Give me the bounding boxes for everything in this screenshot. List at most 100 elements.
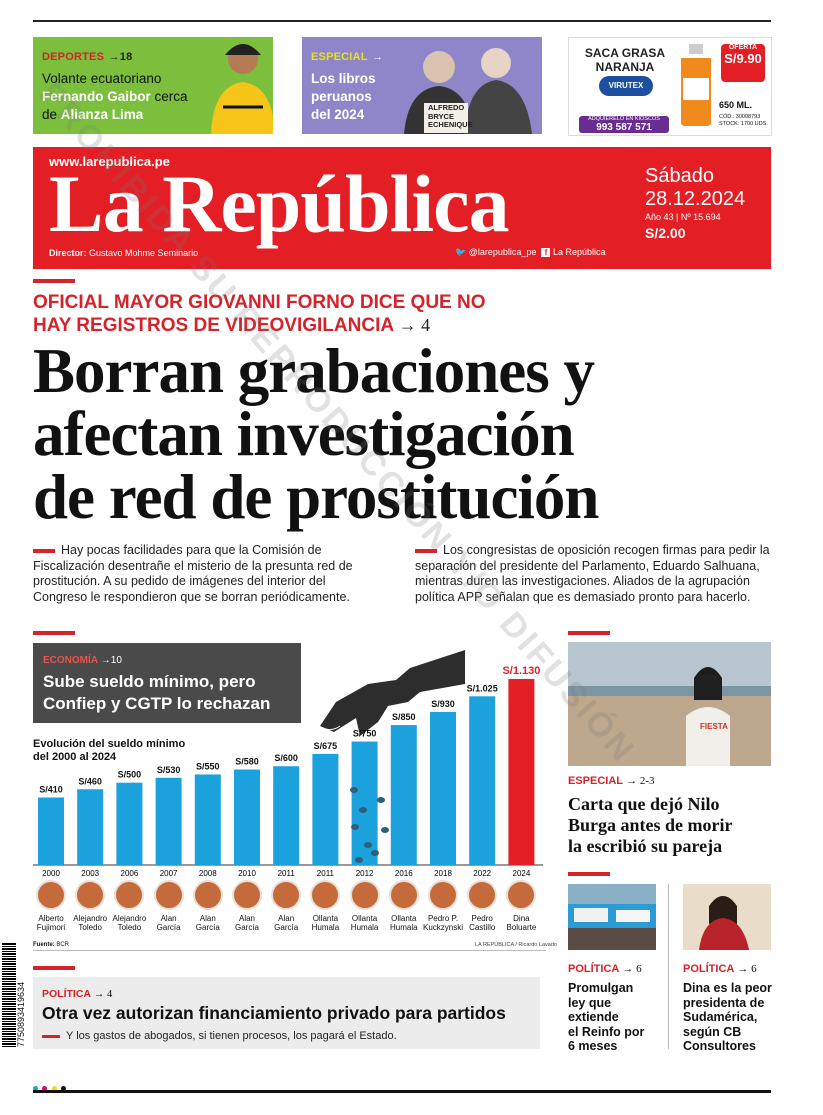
politica1-label: POLÍTICA → 6: [568, 963, 642, 975]
year-tick-label: 2007: [160, 869, 178, 878]
president-avatar: [114, 880, 145, 910]
president-entry: Alejandro Toledo: [108, 880, 150, 932]
bar-2024-12: [508, 679, 535, 865]
president-name: Ollanta Humala: [311, 914, 340, 932]
president-entry: Alan García: [226, 880, 268, 932]
bar-2010-5: [234, 769, 260, 865]
bottom-story[interactable]: POLÍTICA → 4 Otra vez autorizan financia…: [33, 977, 540, 1049]
year-tick-label: 2011: [278, 869, 296, 878]
coin-icon: [359, 807, 367, 813]
lede-right: Los congresistas de oposición recogen fi…: [415, 543, 770, 604]
hand-illustration: [320, 650, 465, 736]
bar-2000-0: [38, 797, 64, 865]
cover-price: S/2.00: [645, 225, 686, 241]
brand-logo: VIRUTEX: [599, 76, 653, 96]
divider: [668, 884, 669, 1049]
president-name: Dina Boluarte: [506, 914, 537, 932]
teaser-deportes-label: DEPORTES →18: [42, 47, 132, 65]
coin-icon: [351, 824, 359, 830]
page-ref: → 4: [398, 315, 431, 335]
section-rule: [568, 872, 610, 876]
boluarte-photo[interactable]: [683, 884, 771, 950]
president-avatar: [271, 880, 302, 910]
bar-value-label: S/580: [235, 757, 259, 767]
president-entry: Alberto Fujimori: [30, 880, 72, 932]
year-tick-label: 2000: [42, 869, 60, 878]
teaser-especial-text: Los libros peruanos del 2024: [311, 71, 376, 122]
president-name: Alberto Fujimori: [36, 914, 66, 932]
politica2-headline[interactable]: Dina es la peor presidenta de Sudamérica…: [683, 981, 772, 1053]
section-rule: [568, 631, 610, 635]
president-avatar: [192, 880, 223, 910]
ad-size: 650 ML.: [719, 100, 753, 110]
president-entry: Alan García: [187, 880, 229, 932]
year-tick-label: 2006: [121, 869, 139, 878]
lede-left: Hay pocas facilidades para que la Comisi…: [33, 543, 353, 604]
president-entry: Alan García: [148, 880, 190, 932]
president-avatar: [310, 880, 341, 910]
president-avatar: [153, 880, 184, 910]
president-name: Alan García: [234, 914, 259, 932]
barcode-number: 7750893419634: [16, 981, 26, 1047]
bar-2007-3: [155, 777, 182, 865]
president-avatar: [36, 880, 66, 910]
bar-value-label: S/930: [431, 699, 455, 709]
bar-2011-6: [273, 766, 300, 865]
teaser-especial[interactable]: ESPECIAL →12-13 Los libros peruanos del …: [302, 37, 542, 134]
president-name: Alejandro Toledo: [112, 914, 147, 932]
main-kicker: OFICIAL MAYOR GIOVANNI FORNO DICE QUE NO…: [33, 292, 486, 336]
page-ref: →18: [108, 51, 133, 63]
section-rule: [33, 279, 75, 283]
main-headline[interactable]: Borran grabaciones y afectan investigaci…: [33, 336, 599, 532]
bar-2006-2: [116, 782, 143, 865]
twitter-handle[interactable]: @larepublica_pe: [468, 247, 537, 257]
date-day: Sábado: [645, 165, 714, 187]
coin-icon: [350, 787, 358, 793]
coin-icon: [364, 842, 372, 848]
president-name: Ollanta Humala: [390, 914, 418, 932]
teaser-deportes[interactable]: DEPORTES →18 Volante ecuatoriano Fernand…: [33, 37, 273, 134]
president-name: Ollanta Humala: [350, 914, 379, 932]
president-avatar: [506, 880, 537, 910]
price-tag: OFERTA S/9.90: [721, 44, 765, 82]
year-tick-label: 2018: [434, 869, 452, 878]
bottom-lede: Y los gastos de abogados, si tienen proc…: [42, 1029, 397, 1045]
coin-icon: [381, 827, 389, 833]
economia-box[interactable]: ECONOMÍA →10 Sube sueldo mínimo, pero Con…: [33, 643, 301, 723]
year-tick-label: 2016: [395, 869, 413, 878]
bar-value-label: S/600: [274, 753, 298, 763]
president-avatar: [467, 880, 498, 910]
teaser-deportes-text: Volante ecuatoriano Fernando Gaibor cerc…: [42, 71, 188, 122]
feature-headline[interactable]: Carta que dejó Nilo Burga antes de morir…: [568, 794, 733, 856]
economia-label: ECONOMÍA →10: [43, 655, 122, 666]
print-marks: [33, 1078, 67, 1096]
player-photo: [203, 37, 273, 134]
year-tick-label: 2012: [356, 869, 374, 878]
president-entry: Alejandro Toledo: [69, 880, 111, 932]
protest-photo[interactable]: [568, 884, 656, 950]
issue-number: Año 43 | Nº 15.694: [645, 212, 721, 222]
site-url[interactable]: www.larepublica.pe: [49, 154, 170, 169]
date: 28.12.2024: [645, 188, 746, 210]
logo[interactable]: La República: [49, 158, 510, 249]
bar-value-label: S/530: [157, 765, 181, 775]
director-line: Director: Gustavo Mohme Seminario: [49, 248, 199, 258]
bar-value-label: S/850: [392, 712, 416, 722]
president-name: Alan García: [156, 914, 181, 932]
president-entry: Dina Boluarte: [500, 880, 542, 932]
bottom-rule: [33, 1090, 771, 1093]
beach-photo[interactable]: [568, 642, 771, 766]
masthead: www.larepublica.pe La República Director…: [33, 147, 771, 269]
ad-virutex[interactable]: SACA GRASA NARANJA VIRUTEX ADQUIÉRELO EN …: [568, 37, 772, 136]
president-avatar: [75, 880, 106, 910]
politica1-headline[interactable]: Promulgan ley que extiende el Reinfo por…: [568, 981, 645, 1053]
feature-label: ESPECIAL → 2-3: [568, 775, 655, 787]
coin-icon: [371, 850, 379, 856]
facebook-page[interactable]: La República: [552, 247, 606, 257]
bar-value-label: S/750: [353, 729, 377, 739]
president-name: Alan García: [274, 914, 299, 932]
bar-2008-4: [194, 774, 221, 865]
barcode: [2, 942, 16, 1047]
president-entry: Ollanta Humala: [344, 880, 386, 932]
bar-value-label: S/550: [196, 761, 220, 771]
